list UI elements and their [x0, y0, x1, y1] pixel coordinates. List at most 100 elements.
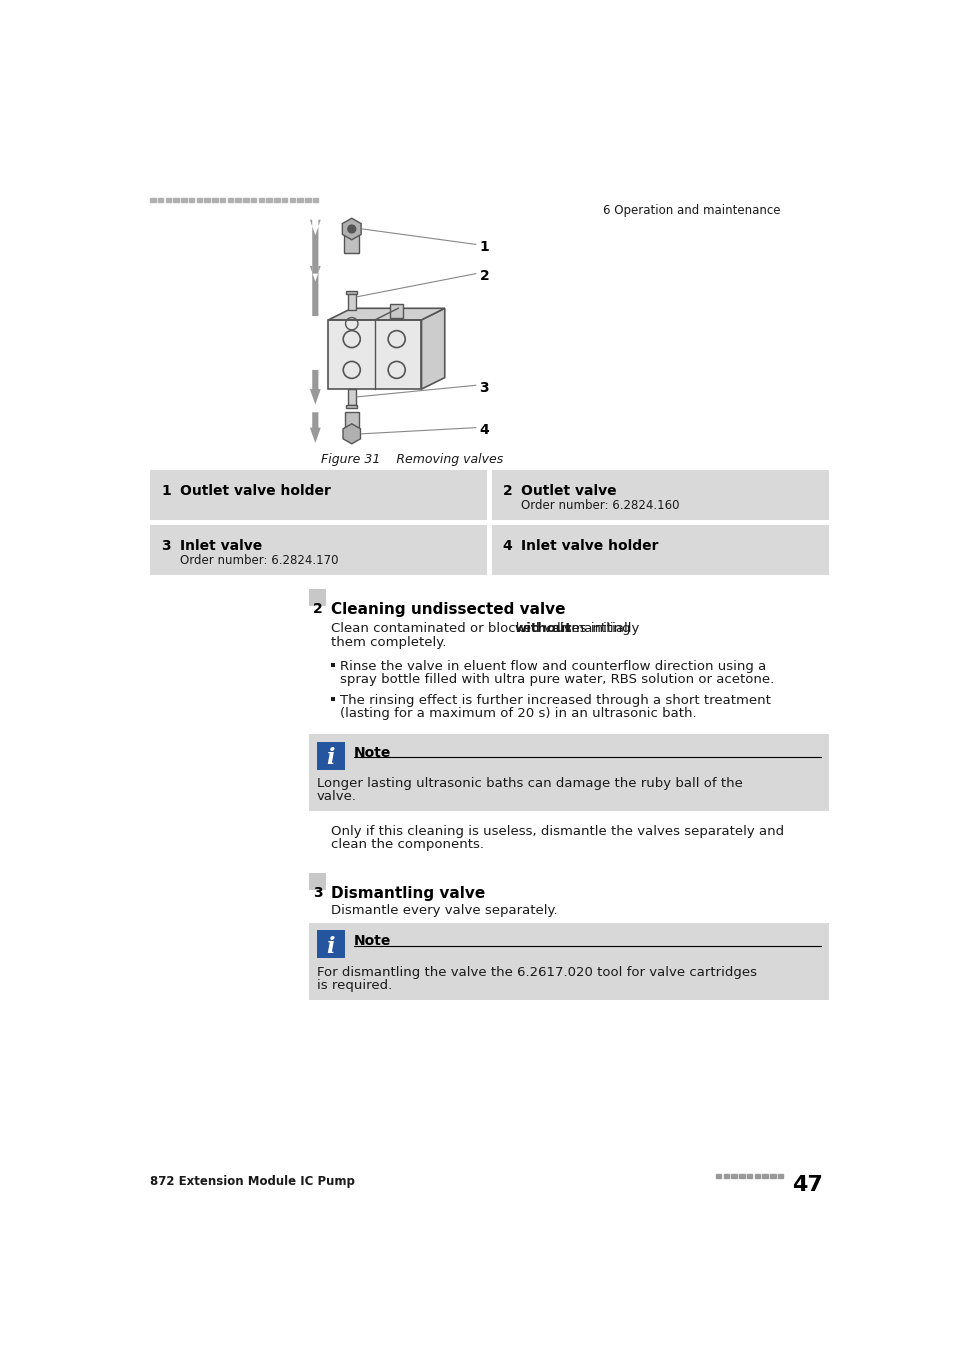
Bar	[243, 198, 249, 202]
Text: 2: 2	[479, 269, 489, 284]
Polygon shape	[328, 320, 421, 389]
Text: Rinse the valve in eluent flow and counterflow direction using a: Rinse the valve in eluent flow and count…	[340, 660, 765, 674]
Text: Cleaning undissected valve: Cleaning undissected valve	[331, 602, 565, 617]
Text: 6 Operation and maintenance: 6 Operation and maintenance	[602, 204, 780, 217]
Bar	[348, 389, 355, 405]
Text: Outlet valve holder: Outlet valve holder	[179, 483, 331, 498]
Bar	[290, 198, 294, 202]
Bar	[331, 697, 335, 701]
Bar	[492, 470, 828, 520]
Bar	[778, 1173, 782, 1177]
Text: i: i	[326, 936, 335, 957]
Bar	[220, 198, 225, 202]
Text: (lasting for a maximum of 20 s) in an ultrasonic bath.: (lasting for a maximum of 20 s) in an ul…	[340, 707, 696, 720]
Bar	[158, 198, 163, 202]
Polygon shape	[310, 266, 320, 316]
Bar	[181, 198, 187, 202]
Bar	[716, 1173, 720, 1177]
Bar	[492, 525, 828, 575]
Polygon shape	[310, 412, 320, 443]
Text: without: without	[515, 622, 572, 634]
Bar	[274, 198, 279, 202]
Text: Order number: 6.2824.170: Order number: 6.2824.170	[179, 554, 338, 567]
Circle shape	[347, 224, 356, 234]
Text: Inlet valve: Inlet valve	[179, 539, 262, 552]
Bar	[316, 930, 344, 958]
Bar	[150, 525, 487, 575]
Text: The rinsing effect is further increased through a short treatment: The rinsing effect is further increased …	[340, 694, 770, 707]
Text: Inlet valve holder: Inlet valve holder	[521, 539, 659, 552]
Polygon shape	[343, 424, 360, 444]
Bar	[309, 872, 326, 890]
Text: Note: Note	[354, 745, 391, 760]
Text: valve.: valve.	[316, 790, 356, 803]
Bar	[344, 412, 358, 428]
Polygon shape	[310, 220, 320, 274]
Bar	[204, 198, 210, 202]
Bar	[316, 741, 344, 770]
Bar	[731, 1173, 736, 1177]
Bar	[346, 290, 356, 294]
Text: For dismantling the valve the 6.2617.020 tool for valve cartridges: For dismantling the valve the 6.2617.020…	[316, 965, 756, 979]
Polygon shape	[421, 308, 444, 389]
Text: 872 Extension Module IC Pump: 872 Extension Module IC Pump	[150, 1174, 355, 1188]
Bar	[746, 1173, 752, 1177]
Bar	[258, 198, 264, 202]
Bar	[390, 305, 402, 319]
Polygon shape	[328, 308, 444, 320]
Text: Order number: 6.2824.160: Order number: 6.2824.160	[521, 500, 679, 512]
Bar	[309, 734, 828, 811]
Bar	[344, 231, 359, 252]
Polygon shape	[310, 370, 320, 405]
Text: spray bottle filled with ultra pure water, RBS solution or acetone.: spray bottle filled with ultra pure wate…	[340, 674, 774, 686]
Text: 2: 2	[313, 602, 322, 617]
Bar	[166, 198, 171, 202]
Bar	[769, 1173, 775, 1177]
Text: 1: 1	[479, 240, 489, 254]
Bar	[189, 198, 194, 202]
Bar	[346, 405, 356, 409]
Text: 3: 3	[161, 539, 171, 552]
Text: 2: 2	[502, 483, 512, 498]
Text: 1: 1	[161, 483, 171, 498]
Bar	[228, 198, 233, 202]
Bar	[150, 470, 487, 520]
Text: Note: Note	[354, 934, 391, 948]
Bar	[251, 198, 256, 202]
Bar	[150, 198, 155, 202]
Text: 47: 47	[791, 1174, 821, 1195]
Bar	[754, 1173, 760, 1177]
Bar	[173, 198, 179, 202]
Bar	[297, 198, 303, 202]
Bar	[348, 293, 355, 310]
Bar	[331, 663, 335, 667]
Text: is required.: is required.	[316, 979, 392, 992]
Text: them completely.: them completely.	[331, 636, 446, 648]
Text: 3: 3	[313, 886, 322, 900]
Text: i: i	[326, 747, 335, 769]
Bar	[739, 1173, 744, 1177]
Text: Outlet valve: Outlet valve	[521, 483, 617, 498]
Text: Clean contaminated or blocked valves initially: Clean contaminated or blocked valves ini…	[331, 622, 642, 634]
Bar	[235, 198, 241, 202]
Bar	[313, 198, 318, 202]
Text: Longer lasting ultrasonic baths can damage the ruby ball of the: Longer lasting ultrasonic baths can dama…	[316, 778, 742, 790]
Text: Dismantling valve: Dismantling valve	[331, 886, 484, 900]
Text: dismantling: dismantling	[548, 622, 630, 634]
Bar	[196, 198, 202, 202]
Text: 4: 4	[502, 539, 512, 552]
Polygon shape	[342, 219, 361, 240]
Text: Dismantle every valve separately.: Dismantle every valve separately.	[331, 903, 557, 917]
Text: 4: 4	[479, 423, 489, 437]
Text: 3: 3	[479, 381, 489, 394]
Text: clean the components.: clean the components.	[331, 838, 483, 850]
Bar	[309, 590, 326, 606]
Bar	[723, 1173, 728, 1177]
Text: Figure 31    Removing valves: Figure 31 Removing valves	[320, 454, 502, 466]
Bar	[212, 198, 217, 202]
Bar	[266, 198, 272, 202]
Bar	[282, 198, 287, 202]
Bar	[761, 1173, 767, 1177]
Text: Only if this cleaning is useless, dismantle the valves separately and: Only if this cleaning is useless, disman…	[331, 825, 783, 838]
Bar	[305, 198, 311, 202]
